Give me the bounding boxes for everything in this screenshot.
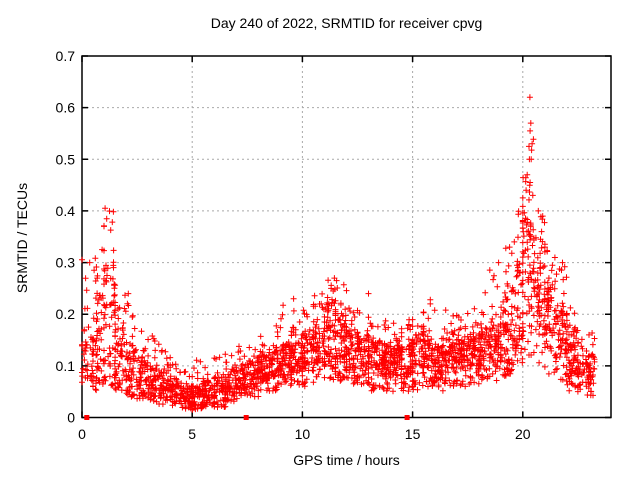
zero-marker-square <box>404 415 410 420</box>
x-tick-label: 5 <box>188 426 196 442</box>
zero-marker-square <box>84 415 90 420</box>
y-tick-label: 0.2 <box>56 306 76 322</box>
axis-ticks <box>81 55 611 419</box>
y-tick-label: 0.3 <box>56 255 76 271</box>
plot-border <box>81 55 612 419</box>
y-tick-label: 0.1 <box>56 358 76 374</box>
y-tick-label: 0.4 <box>56 203 76 219</box>
chart-title: Day 240 of 2022, SRMTID for receiver cpv… <box>210 15 483 31</box>
y-tick-label: 0.6 <box>56 100 76 116</box>
grid-lines <box>82 56 611 418</box>
y-tick-label: 0.5 <box>56 151 76 167</box>
x-tick-label: 20 <box>515 426 531 442</box>
x-tick-label: 10 <box>295 426 311 442</box>
y-axis-title: SRMTID / TECUs <box>14 182 30 294</box>
x-tick-label: 15 <box>405 426 421 442</box>
x-axis-title: GPS time / hours <box>293 452 400 468</box>
zero-marker-square <box>243 415 249 420</box>
y-tick-label: 0 <box>67 410 75 426</box>
x-tick-label: 0 <box>78 426 86 442</box>
y-tick-label: 0.7 <box>56 48 76 64</box>
scatter-points <box>79 94 598 413</box>
